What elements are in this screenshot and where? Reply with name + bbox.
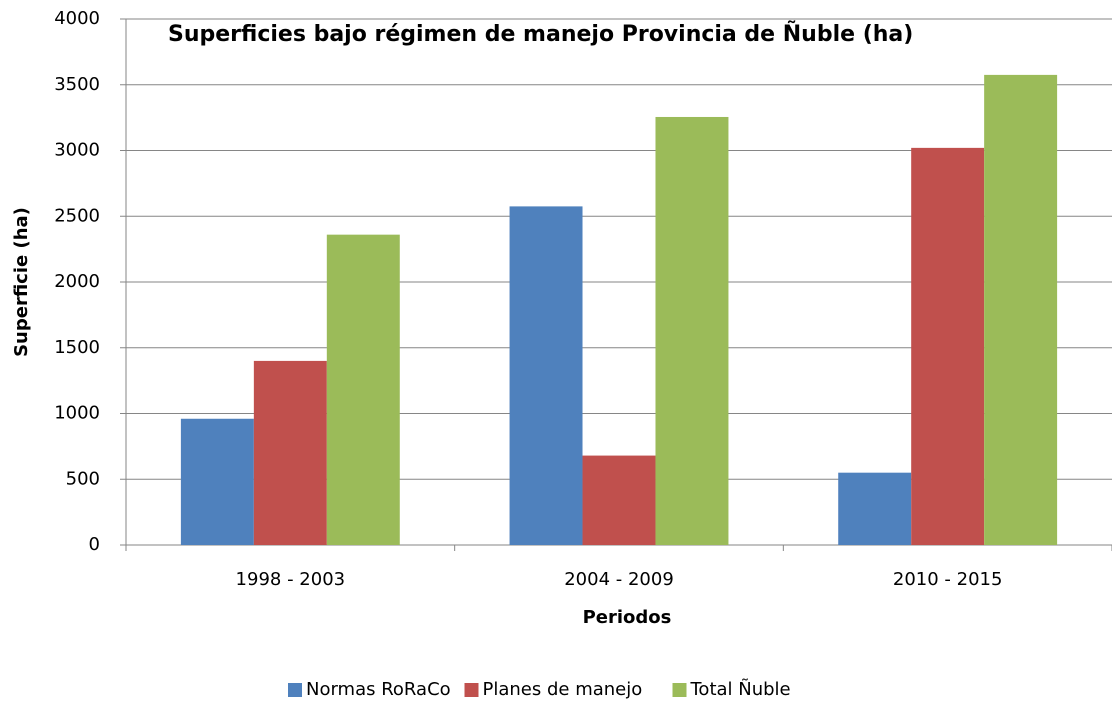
y-axis-label: Superficie (ha) [11,207,32,357]
y-tick-label: 4000 [54,8,100,29]
bar [509,206,583,545]
bar [911,147,985,545]
x-axis-label: Periodos [583,607,672,628]
y-tick-label: 3000 [54,140,100,161]
y-tick-label: 500 [66,468,100,489]
bar [326,234,400,545]
bar [838,472,912,545]
legend-label: Normas RoRaCo [306,679,451,700]
legend-swatch [672,683,687,697]
y-tick-label: 3500 [54,74,100,95]
bar [655,116,729,545]
y-tick-label: 0 [89,534,100,555]
x-tick-label: 2004 - 2009 [564,569,674,590]
y-tick-label: 1500 [54,337,100,358]
bar [984,74,1058,545]
legend-label: Total Ñuble [690,678,791,700]
y-tick-label: 2000 [54,271,100,292]
bar [180,418,254,545]
y-tick-label: 1000 [54,403,100,424]
x-tick-label: 2010 - 2015 [893,569,1003,590]
legend-label: Planes de manejo [483,679,643,700]
legend-swatch [288,683,302,697]
legend-swatch [464,683,479,697]
chart-title: Superficies bajo régimen de manejo Provi… [168,21,913,47]
y-tick-label: 2500 [54,205,100,226]
x-tick-label: 1998 - 2003 [236,569,346,590]
bar [582,455,656,545]
bar [253,360,327,545]
